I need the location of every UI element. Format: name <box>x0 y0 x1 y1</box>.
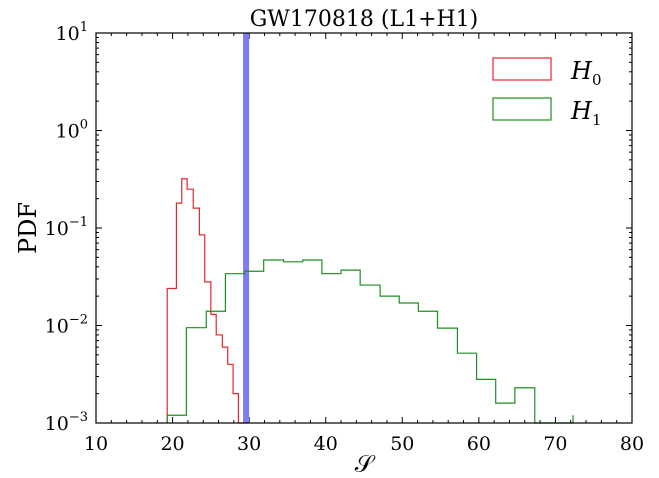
x-tick-label: 30 <box>237 433 261 455</box>
y-tick-exponent: −1 <box>69 215 88 230</box>
y-tick-base: 10 <box>45 413 69 435</box>
x-tick-label: 50 <box>390 433 414 455</box>
y-tick-label: 100 <box>56 118 88 143</box>
x-tick-label: 20 <box>160 433 184 455</box>
legend-series-name: H <box>570 57 593 85</box>
legend-entry-label: H0 <box>570 57 601 89</box>
y-tick-label: 101 <box>56 20 88 45</box>
y-tick-exponent: −2 <box>69 313 88 328</box>
histogram-series-0 <box>166 178 250 424</box>
legend-series-name: H <box>570 97 593 125</box>
legend-series-subscript: 1 <box>592 111 602 129</box>
y-tick-label: 10−3 <box>45 410 88 435</box>
y-tick-exponent: −3 <box>69 410 88 425</box>
y-tick-label: 10−2 <box>45 313 88 338</box>
histogram-series-1 <box>166 259 574 424</box>
y-tick-base: 10 <box>45 218 69 240</box>
chart-title: GW170818 (L1+H1) <box>250 7 479 32</box>
y-tick-exponent: 1 <box>80 20 88 35</box>
x-tick-label: 70 <box>543 433 567 455</box>
y-tick-exponent: 0 <box>80 118 88 133</box>
legend-entry-label: H1 <box>570 97 601 129</box>
x-tick-label: 10 <box>84 433 108 455</box>
plot-frame <box>95 32 633 424</box>
legend-series-subscript: 0 <box>592 71 602 89</box>
x-tick-label: 60 <box>467 433 491 455</box>
y-tick-label: 10−1 <box>45 215 88 240</box>
legend-swatch <box>492 97 552 121</box>
y-tick-base: 10 <box>56 23 80 45</box>
x-axis-label: 𝒮 <box>355 450 376 478</box>
y-tick-base: 10 <box>56 121 80 143</box>
x-tick-label: 40 <box>314 433 338 455</box>
y-tick-base: 10 <box>45 316 69 338</box>
y-axis-label: PDF <box>14 202 42 254</box>
legend-swatch <box>492 57 552 81</box>
series-layer <box>166 178 574 424</box>
x-tick-label: 80 <box>620 433 644 455</box>
